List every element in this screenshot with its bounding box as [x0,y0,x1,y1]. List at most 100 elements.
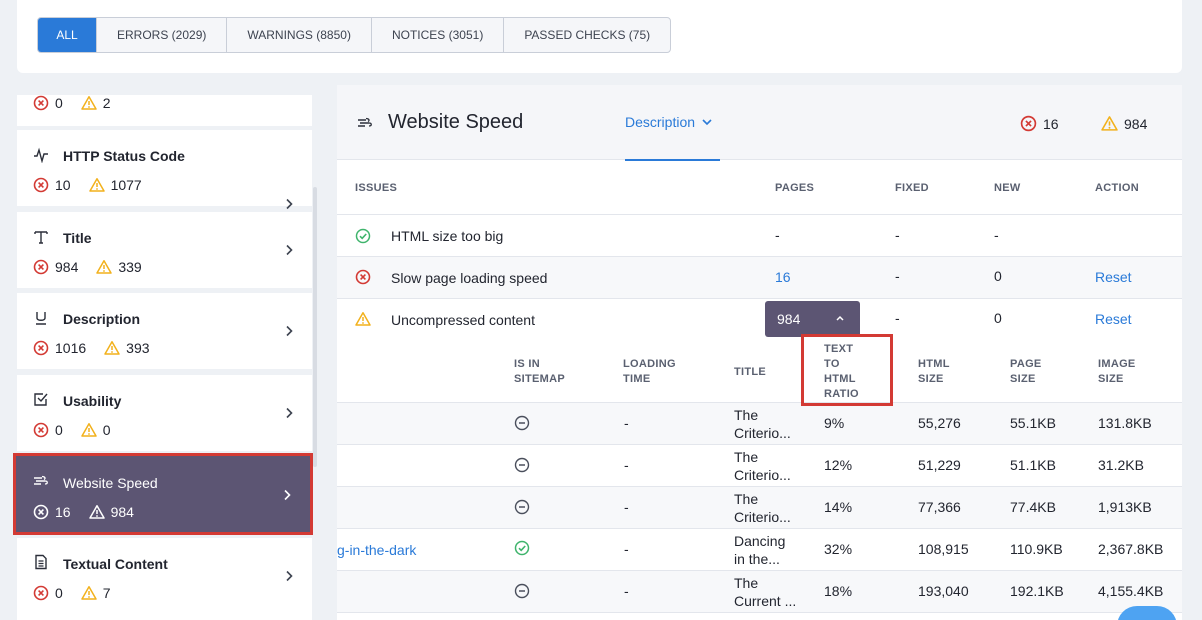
issue-name: HTML size too big [391,228,504,244]
warning-count: 7 [102,585,111,601]
tab-all[interactable]: ALL [38,18,96,52]
issue-pages-link[interactable]: 16 [775,269,791,285]
title-t-icon [34,231,48,244]
sidebar-item-description[interactable]: Description 1016 393 [17,293,312,369]
col-loading-time: LOADING TIME [623,358,676,385]
sidebar-item-label: Website Speed [63,475,158,491]
tab-passed-checks[interactable]: PASSED CHECKS (75) [503,18,670,52]
html-size: 77,366 [918,499,961,515]
page-size: 77.4KB [1010,499,1056,515]
issue-pages: - [775,227,780,243]
page-row[interactable]: - The Criterio... 14% 77,366 77.4KB 1,913… [337,487,1182,529]
page-size: 110.9KB [1010,541,1063,557]
error-icon [33,259,49,275]
issues-panel: Website Speed Description 16 984 ISSUES … [337,85,1182,620]
warning-count: 984 [110,504,134,520]
speed-icon [357,115,373,131]
error-icon [33,585,49,601]
text-ratio: 14% [824,499,853,515]
checkbox-icon [34,393,48,406]
page-title-cell: The Criterio... [734,449,791,483]
chevron-right-icon [282,488,292,502]
sidebar-item-website-speed[interactable]: Website Speed 16 984 [13,453,313,535]
error-count: 0 [55,585,63,601]
warning-icon [81,422,97,438]
warning-icon [81,585,97,601]
header-error-count: 16 [1020,115,1059,132]
issue-row[interactable]: HTML size too big - - - [337,215,1182,257]
issue-row[interactable]: Slow page loading speed 16 - 0 Reset [337,257,1182,299]
image-size: 31.2KB [1098,457,1144,473]
item-counts: 10 1077 [33,177,142,193]
page-title-cell: The Current ... [734,575,797,609]
chevron-right-icon [284,324,294,338]
sidebar-item-usability[interactable]: Usability 0 0 [17,375,312,451]
page-row[interactable]: - The Criterio... 12% 51,229 51.1KB 31.2K… [337,445,1182,487]
col-text-to-html-ratio: TEXT TO HTML RATIO [824,343,859,400]
text-ratio: 12% [824,457,853,473]
issue-name: Uncompressed content [391,312,535,328]
error-count: 984 [55,259,79,275]
sidebar-item-http-status-code[interactable]: HTTP Status Code 10 1077 [17,130,312,206]
tab-errors[interactable]: ERRORS (2029) [96,18,226,52]
warning-icon [1101,115,1118,132]
error-icon [33,422,49,438]
sidebar-item-partial[interactable]: 0 2 [17,95,312,126]
col-fixed: FIXED [895,182,929,194]
item-counts: 1016 393 [33,340,150,356]
loading-time: - [624,415,629,431]
description-dropdown[interactable]: Description [625,114,713,130]
tab-warnings[interactable]: WARNINGS (8850) [226,18,371,52]
item-counts: 984 339 [33,259,142,275]
image-size: 131.8KB [1098,415,1152,431]
chevron-right-icon [284,406,294,420]
text-ratio: 18% [824,583,853,599]
page-url-link[interactable]: g-in-the-dark [337,542,417,558]
error-count: 0 [55,95,63,111]
sidebar-item-label: Textual Content [63,556,168,572]
warning-count: 984 [1124,115,1148,132]
chevron-right-icon [284,197,294,211]
sidebar-item-label: Usability [63,393,122,409]
html-size: 193,040 [918,583,969,599]
col-action: ACTION [1095,182,1139,194]
html-size: 51,229 [918,457,961,473]
reset-button[interactable]: Reset [1095,269,1132,285]
not-in-sitemap-icon [514,499,530,515]
issue-row[interactable]: Uncompressed content - 0 Reset [337,299,1182,341]
issues-header-row: ISSUES PAGES FIXED NEW ACTION [337,161,1182,215]
sidebar-item-label: Title [63,230,92,246]
category-sidebar: 0 2 HTTP Status Code 10 1077 Title 984 3… [13,95,317,620]
error-icon [33,504,49,520]
reset-button[interactable]: Reset [1095,311,1132,327]
col-new: NEW [994,182,1021,194]
col-issues: ISSUES [355,182,398,194]
col-page-size: PAGE SIZE [1010,358,1042,385]
chevron-down-icon [702,119,712,126]
item-counts: 16 984 [33,504,134,520]
col-image-size: IMAGE SIZE [1098,358,1136,385]
sidebar-scrollbar[interactable] [313,187,317,467]
page-title-cell: Dancing in the... [734,533,786,567]
item-counts: 0 2 [33,95,111,111]
chat-widget-button[interactable] [1117,606,1177,620]
page-row[interactable]: - The Criterio... 9% 55,276 55.1KB 131.8K… [337,403,1182,445]
page-row[interactable]: g-in-the-dark - Dancing in the... 32% 108… [337,529,1182,571]
warning-count: 393 [126,340,150,356]
tab-notices[interactable]: NOTICES (3051) [370,18,503,52]
sidebar-item-textual-content[interactable]: Textual Content 0 7 [17,538,312,620]
dropdown-label: Description [625,114,696,130]
loading-time: - [624,499,629,515]
pages-expand-button[interactable]: 984 [765,301,860,337]
error-count: 10 [55,177,71,193]
issue-fixed: - [895,310,900,326]
pages-subtable-header: IS IN SITEMAP LOADING TIME TITLE TEXT TO HTM… [337,341,1182,403]
item-counts: 0 0 [33,422,111,438]
error-icon [33,177,49,193]
page-row[interactable]: - The Current ... 18% 193,040 192.1KB 4,1… [337,571,1182,613]
ratio-column-highlight [801,334,893,406]
warning-icon [96,259,112,275]
error-icon [33,340,49,356]
sidebar-item-title[interactable]: Title 984 339 [17,212,312,288]
page-size: 55.1KB [1010,415,1056,431]
